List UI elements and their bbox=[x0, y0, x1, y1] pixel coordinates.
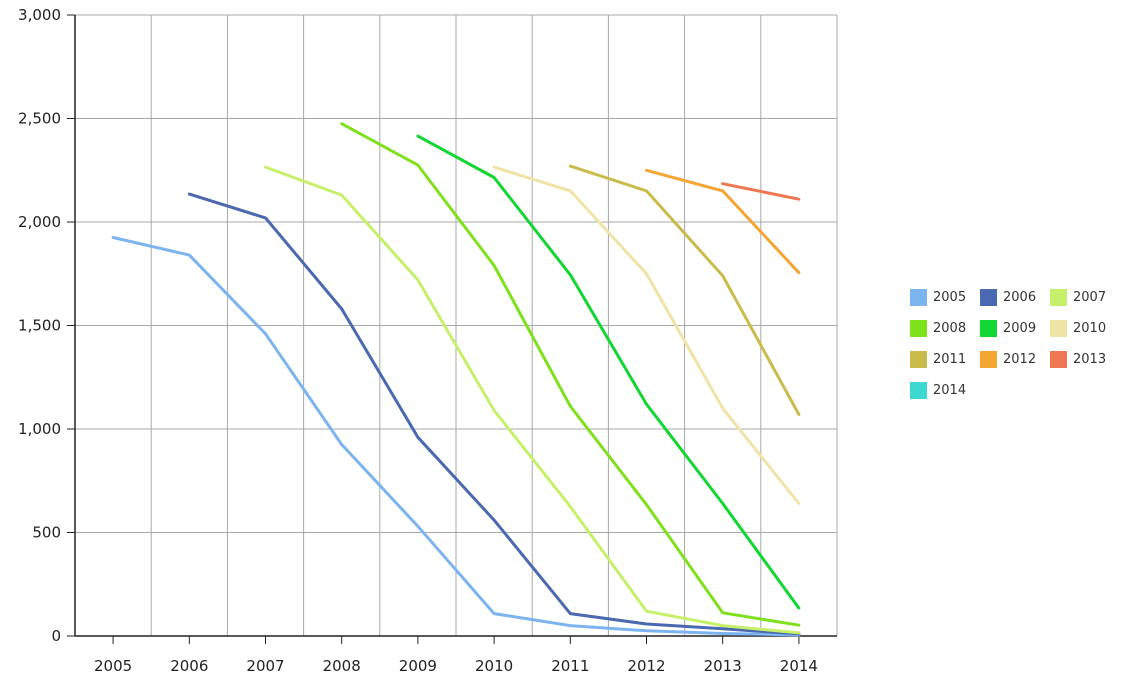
y-tick-label: 3,000 bbox=[18, 6, 61, 24]
legend-swatch bbox=[910, 320, 927, 337]
legend-label: 2012 bbox=[1003, 352, 1037, 367]
series-line-2011 bbox=[568, 164, 801, 416]
series-line-2010 bbox=[492, 165, 801, 505]
x-tick-label: 2010 bbox=[475, 657, 513, 675]
legend-label: 2009 bbox=[1003, 321, 1037, 336]
x-tick-label: 2006 bbox=[170, 657, 208, 675]
y-tick-label: 0 bbox=[51, 627, 61, 645]
series-line-2013 bbox=[721, 182, 801, 201]
legend-label: 2007 bbox=[1073, 290, 1107, 305]
legend-swatch bbox=[910, 289, 927, 306]
y-axis-tick-labels: 0 500 1,000 1,500 2,000 2,500 3,000 bbox=[18, 6, 61, 645]
grid-lines bbox=[75, 14, 838, 637]
legend-swatch bbox=[910, 351, 927, 368]
legend-item-2011[interactable]: 2011 bbox=[910, 351, 980, 368]
legend-item-2012[interactable]: 2012 bbox=[980, 351, 1050, 368]
legend-label: 2013 bbox=[1073, 352, 1107, 367]
y-tick-label: 2,500 bbox=[18, 110, 61, 128]
x-tick-label: 2009 bbox=[399, 657, 437, 675]
x-tick-label: 2005 bbox=[94, 657, 132, 675]
legend-item-2008[interactable]: 2008 bbox=[910, 320, 980, 337]
series-line-2012 bbox=[645, 168, 801, 275]
legend-swatch bbox=[910, 382, 927, 399]
y-tick-label: 2,000 bbox=[18, 213, 61, 231]
legend: 2005 2006 2007 2008 2009 2010 2011 2012 2013 2014 bbox=[910, 289, 1120, 399]
y-tick-label: 500 bbox=[32, 524, 61, 542]
series-line-2008 bbox=[340, 122, 801, 627]
x-tick-label: 2012 bbox=[627, 657, 665, 675]
series-line-2006 bbox=[187, 192, 801, 636]
x-tick-label: 2013 bbox=[704, 657, 742, 675]
legend-swatch bbox=[1050, 351, 1067, 368]
legend-label: 2011 bbox=[933, 352, 967, 367]
y-tick-label: 1,500 bbox=[18, 317, 61, 335]
legend-item-2010[interactable]: 2010 bbox=[1050, 320, 1120, 337]
legend-item-2014[interactable]: 2014 bbox=[910, 382, 980, 399]
series-lines bbox=[111, 122, 801, 637]
legend-item-2009[interactable]: 2009 bbox=[980, 320, 1050, 337]
legend-swatch bbox=[980, 351, 997, 368]
x-axis-tick-labels: 2005 2006 2007 2008 2009 2010 2011 2012 2013 2014 bbox=[94, 657, 818, 675]
legend-swatch bbox=[980, 289, 997, 306]
legend-swatch bbox=[1050, 289, 1067, 306]
series-line-2005 bbox=[111, 236, 801, 637]
legend-item-2013[interactable]: 2013 bbox=[1050, 351, 1120, 368]
legend-label: 2014 bbox=[933, 383, 967, 398]
legend-label: 2005 bbox=[933, 290, 967, 305]
x-tick-label: 2007 bbox=[246, 657, 284, 675]
legend-swatch bbox=[1050, 320, 1067, 337]
axes bbox=[67, 14, 837, 644]
x-tick-label: 2014 bbox=[780, 657, 818, 675]
legend-item-2007[interactable]: 2007 bbox=[1050, 289, 1120, 306]
legend-label: 2006 bbox=[1003, 290, 1037, 305]
legend-item-2005[interactable]: 2005 bbox=[910, 289, 980, 306]
series-line-2007 bbox=[264, 165, 801, 635]
series-line-2009 bbox=[416, 134, 801, 610]
legend-label: 2010 bbox=[1073, 321, 1107, 336]
legend-item-2006[interactable]: 2006 bbox=[980, 289, 1050, 306]
x-tick-label: 2008 bbox=[323, 657, 361, 675]
y-tick-label: 1,000 bbox=[18, 420, 61, 438]
x-tick-label: 2011 bbox=[551, 657, 589, 675]
legend-swatch bbox=[980, 320, 997, 337]
legend-label: 2008 bbox=[933, 321, 967, 336]
